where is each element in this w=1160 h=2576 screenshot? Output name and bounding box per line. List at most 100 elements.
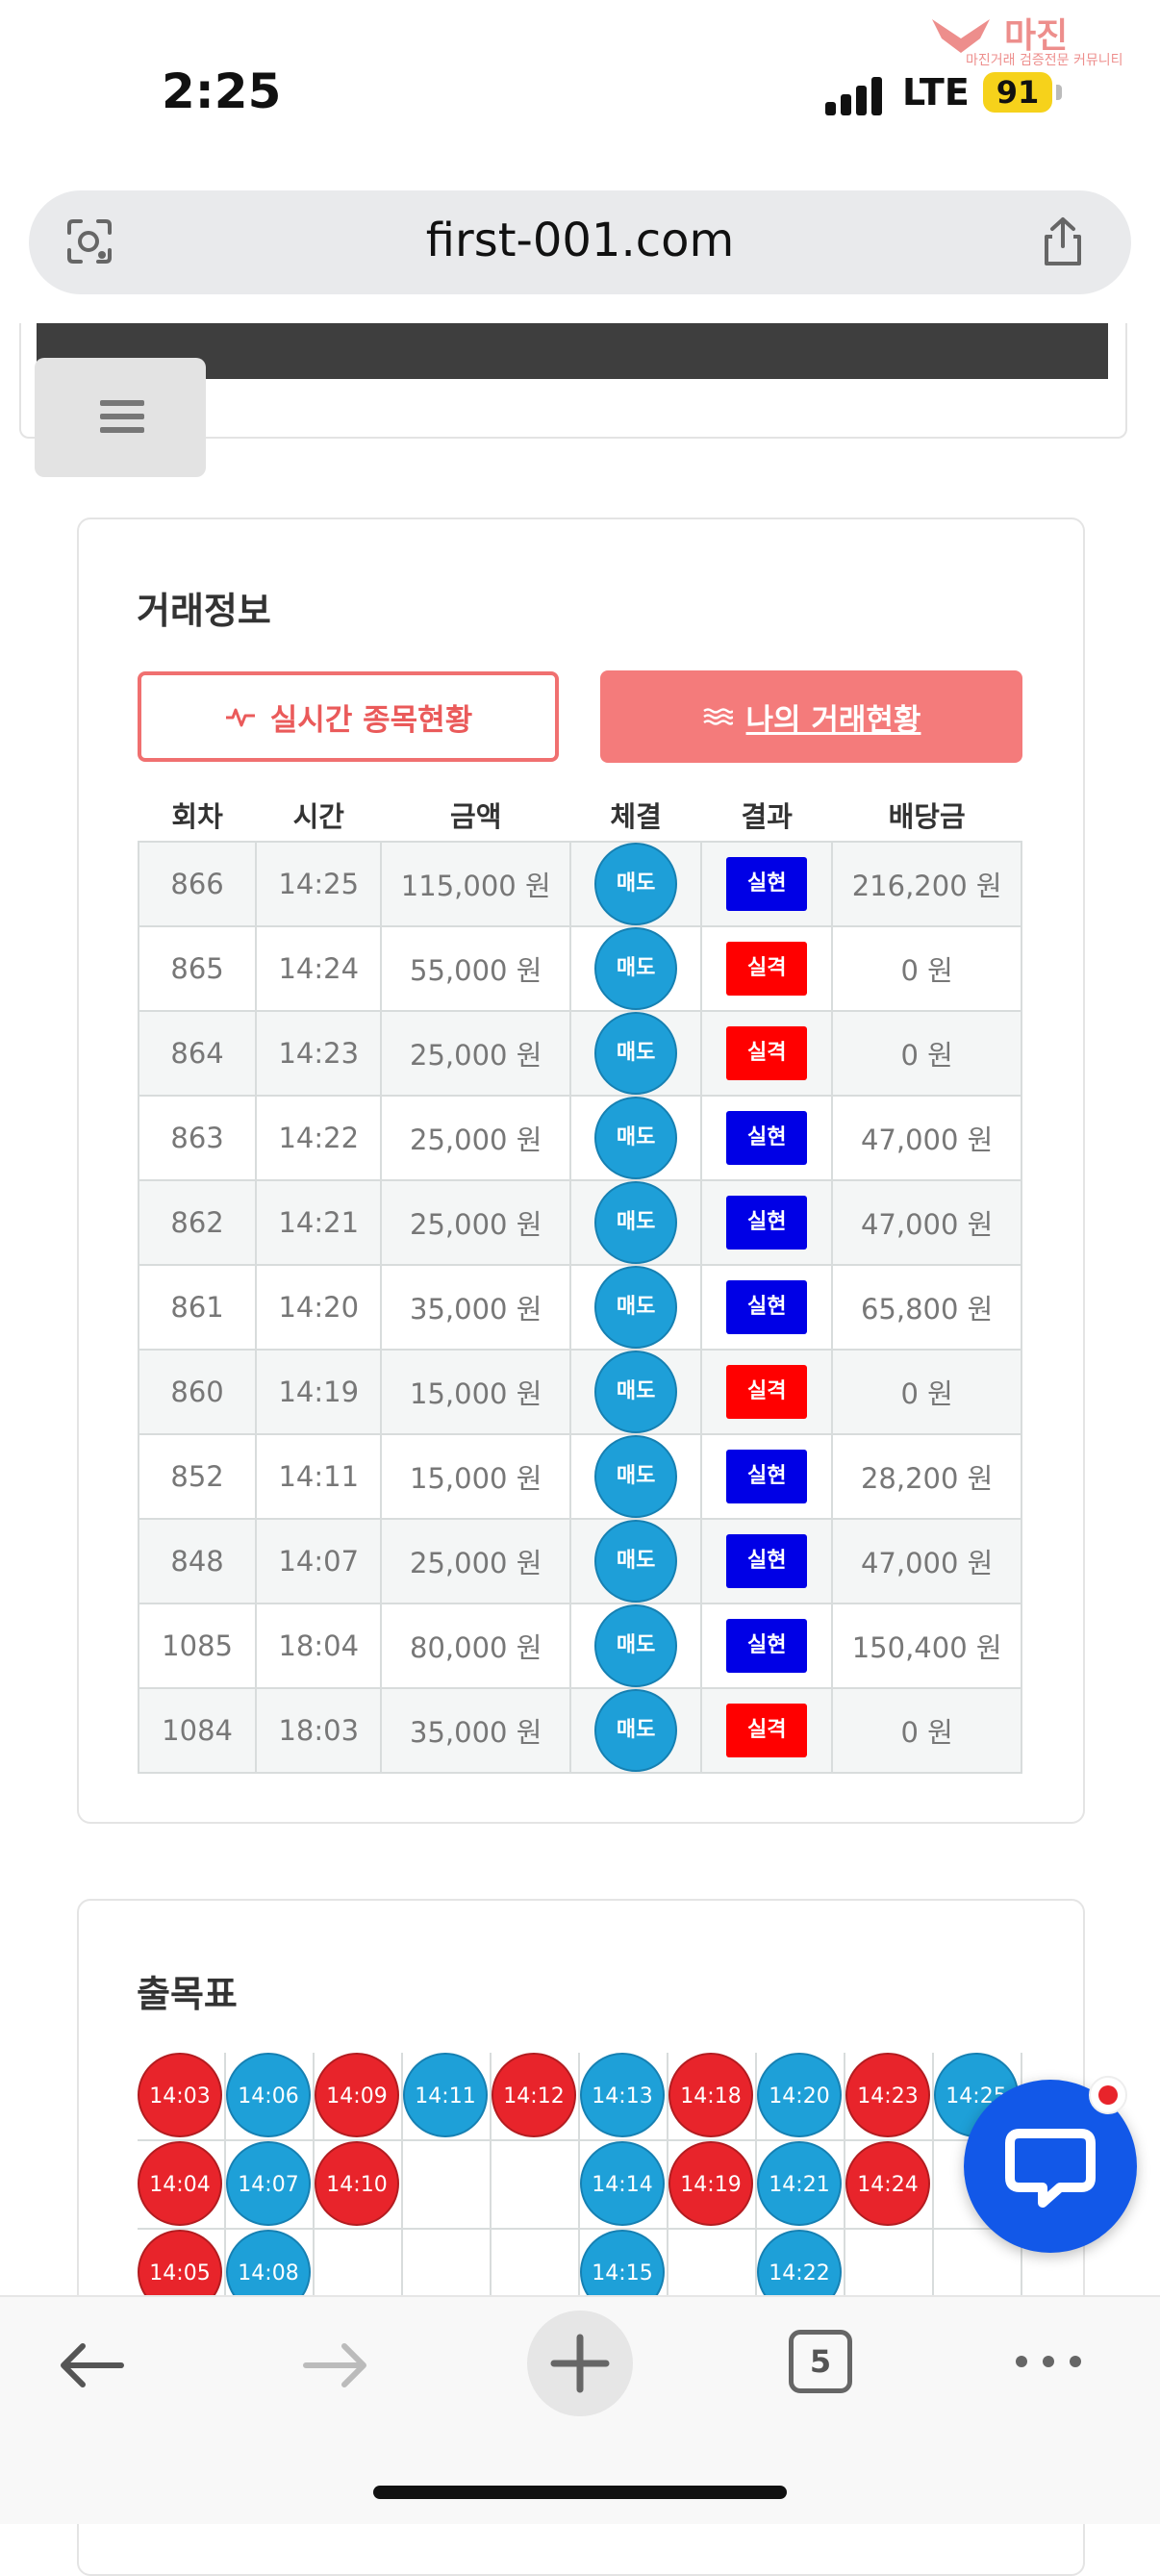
grid-cell: [138, 2053, 226, 2141]
result-badge: 실격: [726, 1365, 808, 1419]
amount-cell: 25,000 원: [380, 1095, 572, 1181]
result-badge: 실현: [726, 1534, 808, 1588]
round-cell: 863: [137, 1095, 258, 1181]
result-cell: 실현: [700, 841, 834, 927]
result-cell: 실현: [700, 1433, 834, 1520]
grid-cell: [403, 2141, 492, 2230]
table-row: 861 14:20 35,000 원 매도 실현 65,800 원: [137, 1264, 1022, 1351]
result-chart-title: 출목표: [137, 1973, 238, 2015]
forward-icon[interactable]: [294, 2332, 375, 2399]
exec-cell: 매도: [569, 1264, 703, 1351]
result-ball: 14:20: [757, 2053, 842, 2137]
time-cell: 14:19: [255, 1349, 383, 1435]
grid-cell: [226, 2141, 315, 2230]
trade-info-title: 거래정보: [137, 590, 271, 632]
url-text[interactable]: first-001.com: [425, 214, 735, 267]
amount-cell: 115,000 원: [380, 841, 572, 927]
share-icon[interactable]: [1033, 212, 1093, 271]
result-cell: 실현: [700, 1095, 834, 1181]
time-cell: 14:23: [255, 1010, 383, 1097]
result-cell: 실격: [700, 1349, 834, 1435]
battery-tip: [1056, 85, 1062, 100]
round-cell: 865: [137, 925, 258, 1012]
grid-cell: [315, 2141, 403, 2230]
exec-cell: 매도: [569, 925, 703, 1012]
grid-cell: [580, 2141, 668, 2230]
time-cell: 14:22: [255, 1095, 383, 1181]
round-cell: 862: [137, 1179, 258, 1266]
time-cell: 14:11: [255, 1433, 383, 1520]
new-tab-button[interactable]: [527, 2311, 633, 2416]
amount-cell: 35,000 원: [380, 1264, 572, 1351]
waves-icon: [702, 708, 733, 725]
grid-cell: [226, 2053, 315, 2141]
header-banner: [37, 323, 1108, 379]
exec-cell: 매도: [569, 1433, 703, 1520]
round-cell: 1085: [137, 1603, 258, 1689]
address-bar[interactable]: [29, 190, 1131, 294]
exec-cell: 매도: [569, 1179, 703, 1266]
back-icon[interactable]: [52, 2332, 133, 2399]
network-type: LTE: [902, 71, 970, 114]
amount-cell: 25,000 원: [380, 1518, 572, 1604]
exec-cell: 매도: [569, 1010, 703, 1097]
lens-icon[interactable]: [60, 212, 119, 271]
my-trades-label: 나의 거래현황: [745, 702, 921, 738]
sell-badge: 매도: [594, 843, 678, 925]
pulse-icon: [225, 708, 255, 727]
payout-cell: 0 원: [831, 1349, 1022, 1435]
result-ball: 14:13: [580, 2053, 665, 2137]
payout-cell: 65,800 원: [831, 1264, 1022, 1351]
result-cell: 실격: [700, 1010, 834, 1097]
result-ball: 14:09: [315, 2053, 399, 2137]
result-ball: 14:11: [403, 2053, 488, 2137]
menu-button[interactable]: [35, 358, 206, 477]
sell-badge: 매도: [594, 1604, 678, 1687]
result-badge: 실현: [726, 1619, 808, 1673]
grid-cell: [757, 2141, 845, 2230]
tabs-button[interactable]: 5: [789, 2330, 852, 2393]
my-trades-button[interactable]: 나의 거래현황: [600, 670, 1022, 763]
round-cell: 852: [137, 1433, 258, 1520]
live-status-button[interactable]: 실시간 종목현황: [138, 671, 559, 762]
round-cell: 861: [137, 1264, 258, 1351]
table-row: 866 14:25 115,000 원 매도 실현 216,200 원: [137, 841, 1022, 927]
grid-cell: [138, 2141, 226, 2230]
sell-badge: 매도: [594, 1181, 678, 1264]
payout-cell: 0 원: [831, 925, 1022, 1012]
table-row: 862 14:21 25,000 원 매도 실현 47,000 원: [137, 1179, 1022, 1266]
exec-cell: 매도: [569, 1518, 703, 1604]
hamburger-icon: [100, 400, 144, 406]
table-row: 865 14:24 55,000 원 매도 실격 0 원: [137, 925, 1022, 1012]
result-grid: 14:03 14:04 14:05 14:06 14:07 14:08 14:09 14:10…: [138, 2053, 1022, 2318]
result-cell: 실현: [700, 1264, 834, 1351]
live-status-label: 실시간 종목현황: [269, 702, 473, 738]
round-cell: 864: [137, 1010, 258, 1097]
result-cell: 실현: [700, 1518, 834, 1604]
result-ball: 14:24: [845, 2141, 930, 2226]
result-ball: 14:06: [226, 2053, 311, 2137]
result-badge: 실현: [726, 857, 808, 911]
more-icon[interactable]: [1010, 2347, 1087, 2376]
round-cell: 1084: [137, 1687, 258, 1774]
grid-cell: [403, 2053, 492, 2141]
payout-cell: 150,400 원: [831, 1603, 1022, 1689]
grid-cell: [668, 2141, 757, 2230]
payout-cell: 0 원: [831, 1687, 1022, 1774]
sell-badge: 매도: [594, 1520, 678, 1603]
sell-badge: 매도: [594, 1266, 678, 1349]
exec-cell: 매도: [569, 1687, 703, 1774]
table-row: 848 14:07 25,000 원 매도 실현 47,000 원: [137, 1518, 1022, 1604]
result-cell: 실격: [700, 1687, 834, 1774]
table-row: 1084 18:03 35,000 원 매도 실격 0 원: [137, 1687, 1022, 1774]
payout-cell: 47,000 원: [831, 1095, 1022, 1181]
table-row: 860 14:19 15,000 원 매도 실격 0 원: [137, 1349, 1022, 1435]
time-cell: 14:24: [255, 925, 383, 1012]
round-cell: 848: [137, 1518, 258, 1604]
grid-cell: [845, 2141, 934, 2230]
col-result: 결과: [741, 800, 793, 833]
col-exec: 체결: [610, 800, 662, 833]
col-amount: 금액: [450, 800, 502, 833]
result-ball: 14:04: [138, 2141, 222, 2226]
result-badge: 실격: [726, 1704, 808, 1757]
